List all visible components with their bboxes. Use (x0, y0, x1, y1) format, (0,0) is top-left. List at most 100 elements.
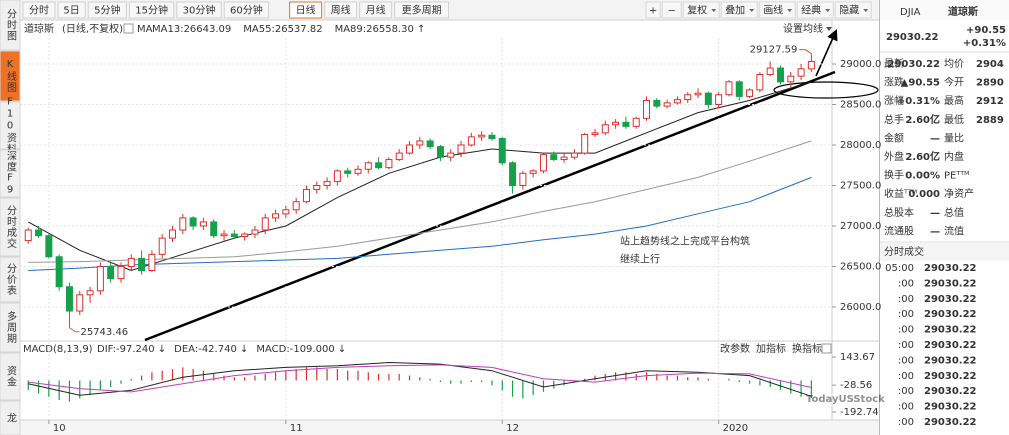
sidebar-tab-label[interactable]: 资金 (5, 365, 17, 387)
candle-body (426, 140, 434, 148)
tool-label[interactable]: 画线 (763, 4, 783, 17)
period-button[interactable] (359, 1, 393, 19)
sidebar-tab[interactable] (0, 197, 21, 257)
period-button[interactable] (128, 1, 175, 19)
trend-line (144, 70, 836, 342)
quote-value: ▲90.55 (901, 78, 940, 89)
tool-button[interactable] (834, 1, 872, 19)
sidebar-tab[interactable] (0, 352, 21, 401)
period-label[interactable]: 周线 (331, 4, 351, 17)
sidebar-tab-label[interactable]: 分价表 (5, 263, 17, 296)
annotation-line: 继续上行 (620, 253, 660, 266)
high-label: 29127.59 (750, 45, 798, 56)
sidebar-tab[interactable] (0, 302, 21, 353)
candle-body (725, 81, 733, 96)
high-pointer (799, 49, 812, 55)
indicator-button[interactable]: 换指标 (792, 342, 822, 355)
period-label[interactable]: 日线 (296, 4, 316, 17)
tool-button[interactable] (661, 1, 682, 19)
period-button[interactable] (289, 1, 323, 19)
chart-title: 道琼斯 (24, 22, 54, 35)
trade-price: 29030.22 (924, 278, 977, 289)
tool-label[interactable]: 复权 (687, 4, 707, 17)
candle-body (210, 221, 218, 237)
quote-change: +90.55 (966, 25, 1006, 36)
ma-checkbox[interactable] (123, 23, 134, 34)
x-tick-label: 10 (53, 423, 66, 434)
quote-value: 29030.22 (887, 59, 940, 70)
tool-label[interactable]: 叠加 (725, 5, 745, 17)
candle-body (251, 229, 259, 235)
candle-body (570, 152, 578, 158)
candle-body (581, 133, 589, 154)
sidebar-tab[interactable] (0, 400, 21, 435)
y-tick-label: 29000.0 (840, 59, 881, 70)
candle-body (354, 168, 362, 174)
y-tick-label: 26000.0 (840, 302, 881, 313)
tool-label[interactable]: 隐藏 (839, 5, 859, 17)
period-button[interactable] (176, 1, 222, 19)
candle-body (622, 121, 630, 127)
candle-body (519, 172, 527, 186)
quote-value: — (930, 226, 940, 237)
quote-label: 金额 (884, 131, 904, 144)
trade-time: :00 (898, 417, 914, 428)
sidebar-tab[interactable] (0, 256, 21, 303)
tool-label[interactable]: − (668, 6, 676, 17)
indicator-value: DIF:-97.240 ↓ (97, 344, 166, 355)
sidebar-tab-label[interactable]: 分时图 (5, 8, 17, 41)
sidebar-tab-label[interactable]: 深度F9 (5, 150, 17, 196)
sidebar-tab-label[interactable]: 龙 (5, 411, 17, 423)
candle-body (797, 68, 805, 77)
period-label[interactable]: 60分钟 (230, 4, 263, 17)
quote-label: 最新 (884, 57, 904, 70)
trade-price: 29030.22 (924, 294, 977, 305)
period-label[interactable]: 月线 (366, 4, 386, 17)
sidebar-tab[interactable] (0, 149, 21, 198)
y-tick-label: 143.67 (840, 352, 875, 363)
quote-label: 今开 (944, 76, 964, 89)
candle-body (364, 162, 372, 170)
period-label[interactable]: 更多周期 (402, 4, 442, 17)
sidebar-tab[interactable] (0, 50, 21, 102)
sidebar-tab-label[interactable]: K线图 (5, 59, 17, 93)
close-indicator[interactable] (821, 343, 832, 354)
period-button[interactable] (87, 1, 127, 19)
indicator-button[interactable]: 加指标 (756, 342, 786, 355)
sidebar-tab-label[interactable]: 多周期 (5, 310, 17, 344)
period-button[interactable] (57, 1, 86, 19)
sidebar-tab[interactable] (0, 101, 21, 150)
ma-settings-button[interactable]: 设置均线 (783, 22, 823, 35)
period-label[interactable]: 5日 (63, 6, 79, 17)
sidebar-tab-label[interactable]: 分时成交 (5, 205, 17, 249)
period-label[interactable]: 30分钟 (183, 4, 216, 17)
sidebar-tab[interactable] (0, 0, 21, 51)
candle-body (766, 67, 774, 76)
tool-button[interactable] (720, 1, 758, 19)
period-label[interactable]: 分时 (29, 5, 49, 17)
tool-label[interactable]: + (649, 6, 657, 17)
indicator-button[interactable]: 改参数 (720, 342, 750, 355)
tool-button[interactable] (796, 1, 834, 19)
period-button[interactable] (394, 1, 450, 19)
tool-label[interactable]: 经典 (801, 4, 821, 17)
trade-price: 29030.22 (924, 309, 977, 320)
tool-button[interactable] (645, 1, 661, 19)
candle-body (498, 138, 506, 164)
period-label[interactable]: 15分钟 (135, 4, 168, 17)
period-button[interactable] (324, 1, 358, 19)
candle-body (230, 233, 238, 238)
period-button[interactable] (223, 1, 270, 19)
tool-button[interactable] (682, 1, 720, 19)
quote-value: 2.60亿 (905, 113, 940, 126)
period-button[interactable] (22, 1, 56, 19)
trade-time: :00 (898, 371, 914, 382)
sidebar-tab-label[interactable]: F10资料 (5, 97, 17, 155)
tool-button[interactable] (758, 1, 796, 19)
candle-body (756, 74, 764, 91)
quote-value: 0.000 (908, 189, 940, 200)
x-tick-label: 11 (290, 423, 303, 434)
period-label[interactable]: 5分钟 (94, 4, 120, 17)
